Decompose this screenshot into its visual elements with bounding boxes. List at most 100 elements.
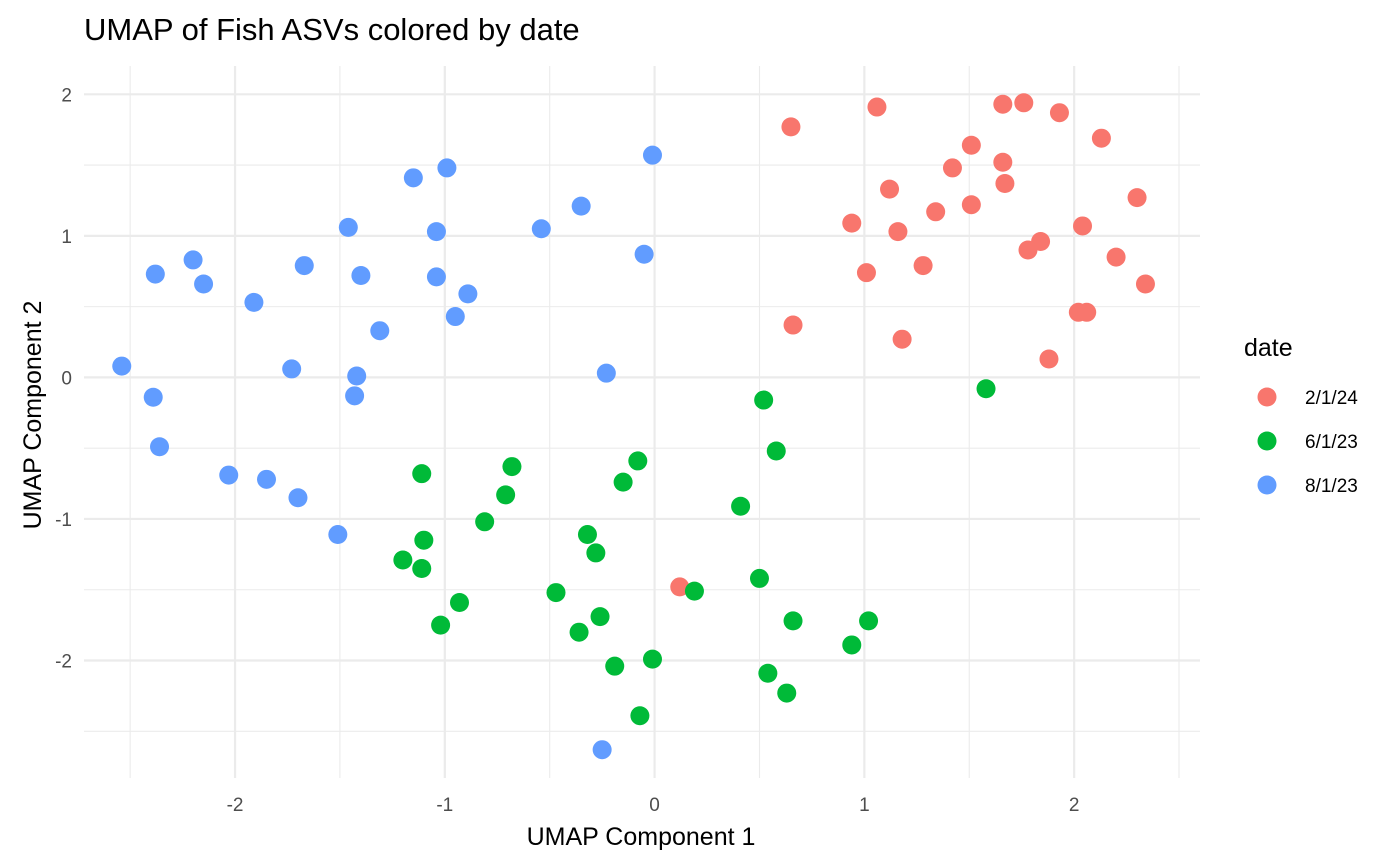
data-point [783,611,803,631]
data-point [605,656,625,676]
data-point [961,135,981,155]
data-point [345,386,365,406]
data-point [569,622,589,642]
data-point [502,457,522,477]
data-points [112,93,1155,760]
data-point [257,469,277,489]
data-point [445,307,465,327]
data-point [783,315,803,335]
data-point [888,222,908,242]
series-8-1-23 [112,145,662,760]
data-point [634,244,654,264]
data-point [183,250,203,270]
data-point [731,496,751,516]
data-point [1091,128,1111,148]
data-point [926,202,946,222]
data-point [347,366,367,386]
data-point [393,550,413,570]
data-point [571,196,591,216]
data-point [684,581,704,601]
tick-labels: -2 -1 0 1 2 -2 -1 0 1 2 [55,85,1079,816]
legend-title: date [1244,334,1293,362]
data-point [586,543,606,563]
data-point [458,284,478,304]
y-tick-label: 1 [61,227,72,248]
data-point [758,663,778,683]
data-point [590,607,610,627]
data-point [475,512,495,532]
data-point [777,683,797,703]
data-point [749,568,769,588]
data-point [403,168,423,188]
data-point [546,583,566,603]
x-tick-label: 2 [1069,795,1080,816]
data-point [426,267,446,287]
data-point [449,592,469,612]
legend: date 2/1/24 6/1/23 8/1/23 [1244,334,1358,497]
data-point [288,488,308,508]
x-tick-label: 0 [649,795,660,816]
data-point [112,356,132,376]
chart-title: UMAP of Fish ASVs colored by date [84,12,580,47]
data-point [1039,349,1059,369]
data-point [351,265,371,285]
data-point [754,390,774,410]
data-point [596,363,616,383]
data-point [150,437,170,457]
data-point [328,525,348,545]
data-point [143,387,163,407]
data-point [531,219,551,239]
data-point [1127,188,1147,208]
data-point [437,158,457,178]
legend-label: 6/1/23 [1305,432,1358,453]
data-point [145,264,165,284]
data-point [961,195,981,215]
x-axis-title: UMAP Component 1 [527,823,756,851]
y-tick-label: -2 [55,652,72,673]
data-point [194,274,214,294]
legend-label: 2/1/24 [1305,388,1358,409]
data-point [1135,274,1155,294]
data-point [781,117,801,137]
y-axis-title: UMAP Component 2 [19,301,47,530]
data-point [1106,247,1126,267]
series-6-1-23 [393,379,996,726]
data-point [993,152,1013,172]
data-point [766,441,786,461]
data-point [670,577,690,597]
data-point [496,485,516,505]
data-point [1049,103,1069,123]
data-point [1018,240,1038,260]
legend-key [1257,475,1277,495]
legend-key [1257,387,1277,407]
data-point [282,359,302,379]
data-point [1077,302,1097,322]
data-point [856,263,876,283]
legend-key [1257,431,1277,451]
data-point [630,706,650,726]
data-point [976,379,996,399]
data-point [592,740,612,760]
data-point [370,321,390,341]
legend-items: 2/1/24 6/1/23 8/1/23 [1257,387,1358,497]
data-point [942,158,962,178]
legend-item: 8/1/23 [1257,475,1358,497]
data-point [412,464,432,484]
data-point [867,97,887,117]
data-point [913,256,933,276]
data-point [219,465,239,485]
data-point [995,173,1015,193]
data-point [859,611,879,631]
data-point [1073,216,1093,236]
data-point [244,292,264,312]
data-point [414,530,434,550]
data-point [642,649,662,669]
data-point [294,256,314,276]
legend-item: 6/1/23 [1257,431,1358,453]
data-point [412,559,432,579]
data-point [880,179,900,199]
data-point [628,451,648,471]
data-point [431,615,451,635]
